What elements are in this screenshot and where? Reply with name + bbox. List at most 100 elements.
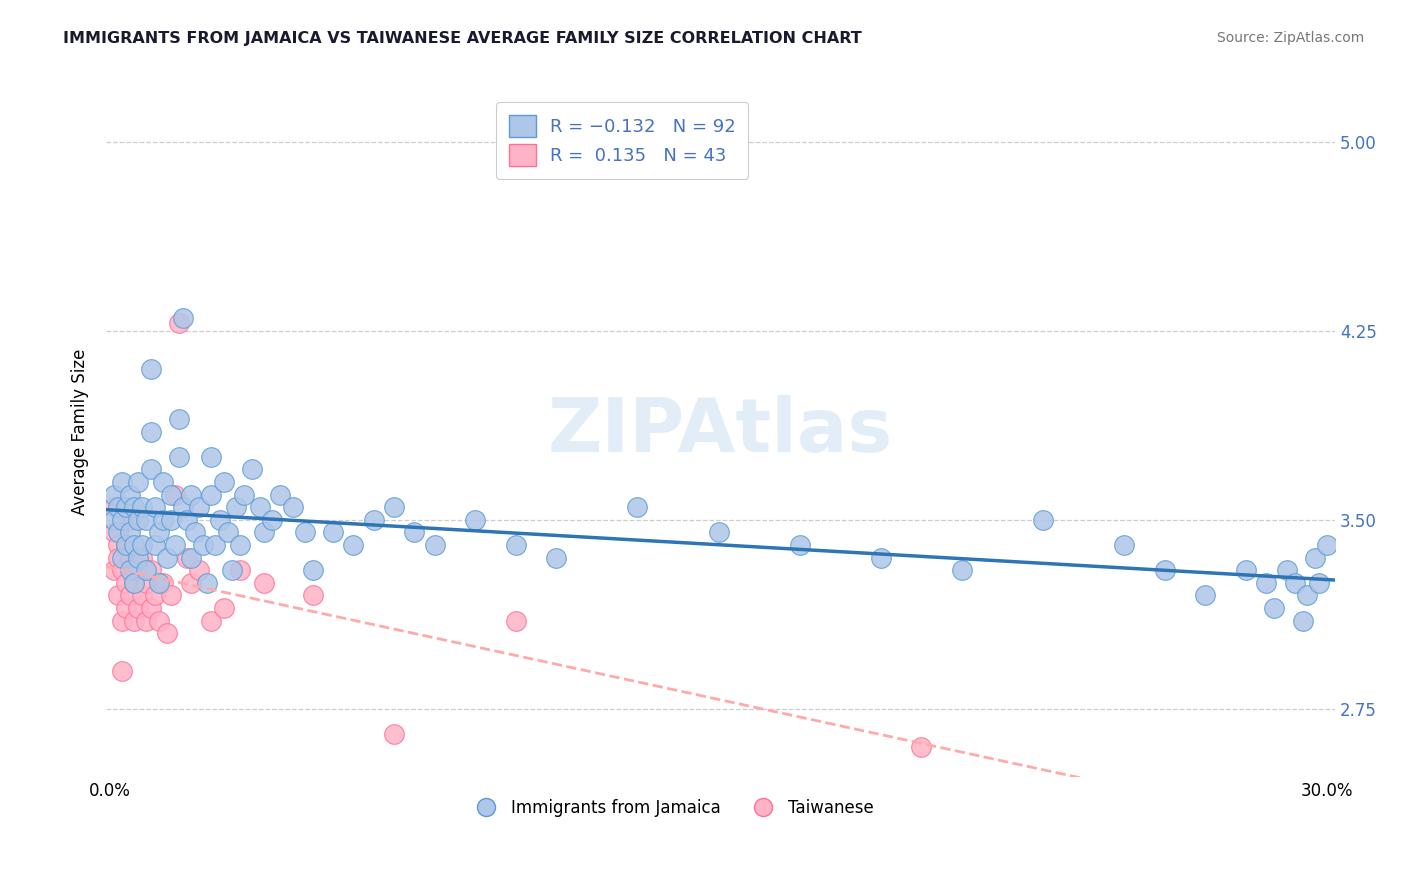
Point	[103, 500, 125, 515]
Point	[1303, 550, 1326, 565]
Point	[107, 525, 129, 540]
Point	[180, 575, 202, 590]
Point	[159, 488, 181, 502]
Point	[148, 614, 170, 628]
Point	[139, 462, 162, 476]
Point	[1234, 563, 1257, 577]
Point	[281, 500, 304, 515]
Point	[1275, 563, 1298, 577]
Point	[208, 513, 231, 527]
Point	[1256, 575, 1278, 590]
Point	[111, 475, 134, 489]
Point	[176, 513, 198, 527]
Point	[232, 488, 254, 502]
Point	[120, 550, 142, 565]
Point	[120, 589, 142, 603]
Point	[135, 614, 157, 628]
Point	[172, 500, 194, 515]
Point	[115, 538, 138, 552]
Point	[253, 575, 276, 590]
Point	[156, 626, 179, 640]
Point	[124, 614, 146, 628]
Point	[294, 525, 316, 540]
Point	[195, 575, 218, 590]
Point	[269, 488, 291, 502]
Point	[229, 538, 252, 552]
Point	[107, 538, 129, 552]
Point	[127, 601, 149, 615]
Point	[240, 462, 263, 476]
Point	[135, 575, 157, 590]
Point	[131, 538, 153, 552]
Point	[176, 550, 198, 565]
Point	[103, 488, 125, 502]
Point	[789, 538, 811, 552]
Point	[163, 488, 186, 502]
Point	[200, 488, 222, 502]
Point	[322, 525, 344, 540]
Point	[163, 538, 186, 552]
Text: IMMIGRANTS FROM JAMAICA VS TAIWANESE AVERAGE FAMILY SIZE CORRELATION CHART: IMMIGRANTS FROM JAMAICA VS TAIWANESE AVE…	[63, 31, 862, 46]
Point	[262, 513, 284, 527]
Point	[200, 614, 222, 628]
Point	[464, 513, 486, 527]
Point	[180, 488, 202, 502]
Point	[152, 575, 174, 590]
Point	[204, 538, 226, 552]
Point	[111, 614, 134, 628]
Point	[115, 575, 138, 590]
Point	[1032, 513, 1054, 527]
Y-axis label: Average Family Size: Average Family Size	[72, 349, 89, 515]
Point	[253, 525, 276, 540]
Text: Source: ZipAtlas.com: Source: ZipAtlas.com	[1216, 31, 1364, 45]
Point	[135, 563, 157, 577]
Point	[139, 563, 162, 577]
Point	[156, 550, 179, 565]
Point	[172, 311, 194, 326]
Point	[111, 513, 134, 527]
Point	[143, 538, 166, 552]
Point	[135, 513, 157, 527]
Point	[139, 601, 162, 615]
Point	[184, 525, 207, 540]
Point	[131, 589, 153, 603]
Point	[124, 538, 146, 552]
Point	[910, 739, 932, 754]
Point	[404, 525, 426, 540]
Point	[626, 500, 648, 515]
Point	[152, 513, 174, 527]
Point	[1292, 614, 1315, 628]
Point	[382, 727, 405, 741]
Point	[249, 500, 271, 515]
Point	[1194, 589, 1216, 603]
Point	[148, 525, 170, 540]
Point	[107, 589, 129, 603]
Point	[200, 450, 222, 464]
Point	[1316, 538, 1339, 552]
Text: ZIPAtlas: ZIPAtlas	[548, 395, 893, 468]
Point	[382, 500, 405, 515]
Point	[505, 538, 527, 552]
Point	[950, 563, 973, 577]
Point	[103, 525, 125, 540]
Point	[159, 513, 181, 527]
Point	[120, 488, 142, 502]
Point	[301, 589, 323, 603]
Point	[212, 475, 235, 489]
Point	[1308, 575, 1330, 590]
Point	[124, 500, 146, 515]
Point	[120, 525, 142, 540]
Point	[127, 563, 149, 577]
Point	[111, 664, 134, 678]
Point	[115, 601, 138, 615]
Point	[1295, 589, 1317, 603]
Point	[505, 614, 527, 628]
Point	[342, 538, 364, 552]
Point	[139, 425, 162, 439]
Point	[139, 361, 162, 376]
Point	[127, 550, 149, 565]
Point	[120, 563, 142, 577]
Point	[167, 412, 190, 426]
Point	[869, 550, 891, 565]
Point	[107, 500, 129, 515]
